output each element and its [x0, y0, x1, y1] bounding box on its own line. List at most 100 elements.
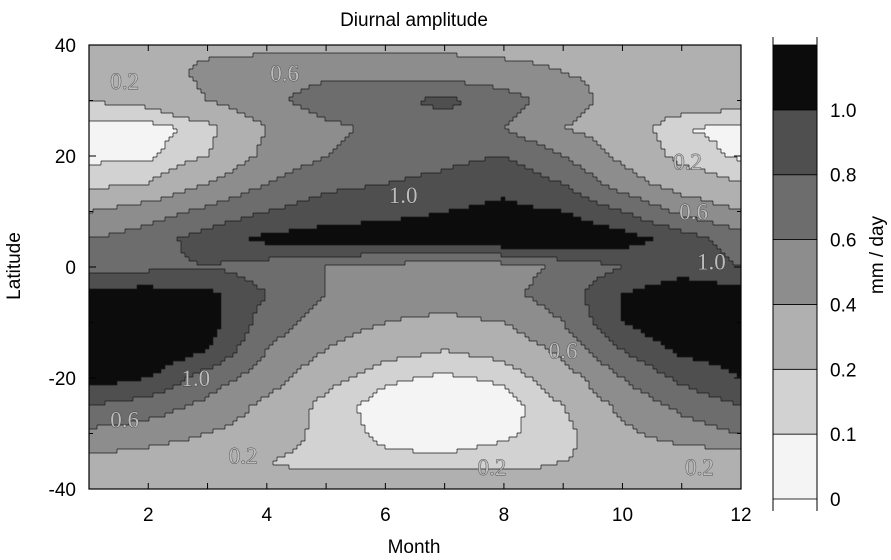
contour-band-cell [661, 401, 734, 406]
contour-label: 0.6 [679, 200, 708, 225]
contour-band-cell [581, 165, 626, 170]
contour-band-cell [89, 365, 166, 370]
contour-band-cell [457, 313, 554, 318]
contour-band-cell [265, 349, 326, 354]
contour-band-cell [373, 365, 514, 370]
contour-band-cell [309, 109, 522, 114]
contour-band-cell [261, 137, 346, 142]
contour-band-cell [153, 157, 198, 162]
contour-band-cell [89, 97, 206, 102]
contour-band-cell [705, 421, 742, 426]
contour-band-cell [245, 113, 318, 118]
contour-band-cell [601, 361, 646, 366]
contour-band-cell [569, 457, 742, 462]
contour-band-cell [573, 369, 614, 374]
contour-band-cell [717, 145, 742, 150]
contour-band-cell [689, 277, 742, 282]
contour-band-cell [245, 277, 326, 282]
contour-band-cell [89, 473, 742, 478]
y-tick-label: -40 [49, 480, 76, 501]
contour-band-cell [509, 437, 578, 442]
contour-band-cell [193, 353, 234, 358]
contour-band-cell [721, 397, 742, 402]
contour-band-cell [197, 185, 262, 190]
contour-band-cell [629, 193, 682, 198]
contour-band-cell [517, 113, 582, 118]
contour-band-cell [229, 381, 286, 386]
contour-band-cell [361, 417, 522, 422]
contour-band-cell [225, 173, 286, 178]
contour-band-cell [625, 229, 682, 234]
contour-band-cell [317, 397, 370, 402]
contour-band-cell [593, 173, 638, 178]
contour-band-cell [565, 409, 614, 414]
contour-label: 0.2 [673, 150, 702, 175]
contour-band-cell [597, 277, 678, 282]
contour-band-cell [573, 121, 662, 126]
contour-band-cell [217, 329, 250, 334]
contour-band-cell [505, 361, 566, 366]
contour-band-cell [109, 233, 190, 238]
contour-band-cell [149, 181, 210, 186]
contour-band-cell [181, 245, 502, 250]
x-tick-label: 4 [262, 505, 273, 526]
contour-band-cell [541, 173, 594, 178]
contour-band-cell [677, 161, 742, 166]
contour-band-cell [609, 225, 670, 230]
contour-band-cell [573, 189, 618, 194]
contour-band-cell [89, 181, 150, 186]
contour-band-cell [433, 105, 454, 110]
contour-band-cell [713, 221, 742, 226]
contour-band-cell [89, 253, 186, 258]
colorbar-tick-label: 0.2 [830, 360, 856, 381]
contour-label: 0.6 [549, 338, 578, 363]
contour-band-cell [89, 445, 150, 450]
contour-band-cell [593, 317, 622, 322]
contour-band-cell [525, 165, 582, 170]
contour-band-cell [89, 65, 194, 70]
contour-band-cell [377, 389, 510, 394]
contour-band-cell [153, 177, 218, 182]
contour-band-cell [421, 101, 462, 106]
contour-band-cell [293, 373, 358, 378]
contour-band-cell [537, 301, 586, 306]
contour-band-cell [249, 409, 310, 414]
colorbar-swatch [772, 174, 818, 240]
contour-band-cell [641, 197, 702, 202]
contour-band-cell [149, 445, 298, 450]
contour-band-cell [493, 357, 562, 362]
contour-band-cell [205, 349, 238, 354]
contour-band-cell [165, 365, 214, 370]
contour-band-cell [405, 261, 502, 266]
contour-band-cell [653, 237, 710, 242]
contour-band-cell [541, 465, 742, 470]
contour-band-cell [265, 133, 350, 138]
contour-band-cell [585, 293, 622, 298]
contour-band-cell [169, 137, 214, 142]
contour-band-cell [653, 337, 742, 342]
contour-band-cell [585, 377, 626, 382]
contour-band-cell [173, 125, 218, 130]
contour-band-cell [657, 133, 706, 138]
contour-band-cell [89, 481, 742, 486]
contour-band-cell [89, 393, 154, 398]
contour-band-cell [173, 409, 250, 414]
contour-band-cell [737, 373, 742, 378]
chart-title: Diurnal amplitude [340, 10, 488, 31]
contour-band-cell [613, 405, 670, 410]
contour-band-cell [513, 393, 550, 398]
contour-band-cell [217, 201, 298, 206]
contour-band-cell [533, 205, 610, 210]
contour-band-cell [89, 437, 190, 442]
contour-band-cell [477, 445, 578, 450]
contour-band-cell [261, 397, 318, 402]
contour-band-cell [365, 425, 522, 430]
contour-band-cell [653, 221, 714, 226]
colorbar-tick-label: 0.1 [830, 425, 856, 446]
colorbar-tick-label: 0.8 [830, 166, 856, 187]
contour-band-cell [641, 217, 698, 222]
contour-band-cell [325, 277, 534, 282]
contour-band-cell [309, 309, 550, 314]
x-axis-label: Month [388, 537, 441, 558]
contour-band-cell [661, 341, 742, 346]
